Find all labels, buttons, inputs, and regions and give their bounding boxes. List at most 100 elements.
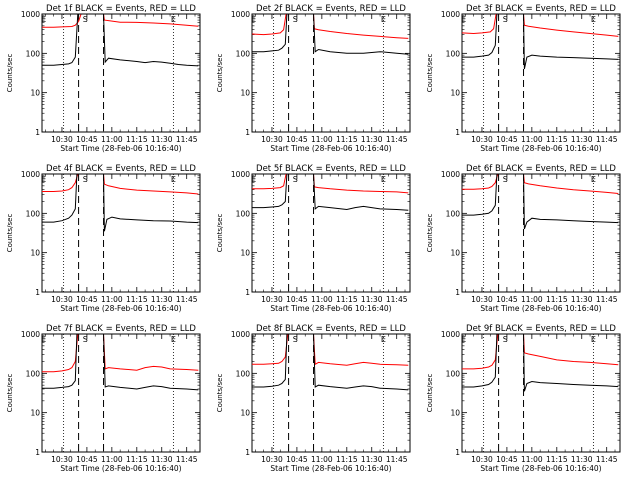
y-axis-label: Counts/sec — [426, 214, 434, 253]
chart-panel: Det 5f BLACK = Events, RED = LLD 1 10 100 10… — [216, 164, 411, 313]
x-axis-label: Start Time (28-Feb-06 10:16:40) — [270, 144, 391, 153]
y-tick-label: 10 — [450, 89, 460, 98]
y-tick-label: 100 — [236, 369, 251, 378]
event-marker-label: E — [461, 335, 466, 344]
x-tick-label: 11:45 — [596, 455, 618, 464]
series-group — [252, 174, 409, 211]
x-tick-label: 10:30 — [261, 135, 283, 144]
series-line-lld — [252, 334, 409, 366]
x-tick-label: 10:45 — [496, 135, 518, 144]
x-tick-label: 10:30 — [51, 295, 73, 304]
event-marker-label: E — [41, 335, 46, 344]
x-tick-label: 11:15 — [336, 455, 358, 464]
series-line-events — [42, 174, 199, 232]
y-axis-label: Counts/sec — [216, 374, 224, 413]
x-tick-label: 10:45 — [76, 295, 98, 304]
y-tick-label: 1000 — [21, 330, 40, 339]
y-tick-label: 1000 — [21, 10, 40, 19]
y-tick-label: 1 — [455, 128, 460, 137]
x-tick-label: 11:15 — [126, 455, 148, 464]
series-group — [462, 334, 619, 392]
x-axis-label: Start Time (28-Feb-06 10:16:40) — [480, 304, 601, 313]
event-marker-label: S — [293, 335, 298, 344]
x-tick-label: 11:00 — [521, 135, 543, 144]
y-tick-label: 100 — [236, 209, 251, 218]
x-tick-label: 10:45 — [76, 135, 98, 144]
y-tick-label: 100 — [26, 49, 41, 58]
chart-title: Det 8f BLACK = Events, RED = LLD — [256, 324, 406, 334]
plot-frame — [251, 173, 411, 293]
chart-panel: Det 2f BLACK = Events, RED = LLD 1 10 100 10… — [216, 4, 411, 153]
series-group — [42, 14, 199, 67]
x-tick-label: 11:45 — [596, 295, 618, 304]
event-marker-label: E — [251, 175, 256, 184]
series-line-lld — [462, 14, 619, 37]
y-axis-label: Counts/sec — [6, 214, 14, 253]
x-tick-label: 11:30 — [571, 295, 593, 304]
x-tick-label: 10:30 — [261, 455, 283, 464]
series-line-events — [252, 14, 409, 55]
chart-title: Det 5f BLACK = Events, RED = LLD — [256, 164, 406, 174]
chart-title: Det 9f BLACK = Events, RED = LLD — [466, 324, 616, 334]
plot-frame — [41, 333, 201, 453]
y-tick-label: 1000 — [231, 170, 250, 179]
y-tick-label: 1 — [455, 288, 460, 297]
series-line-lld — [42, 334, 199, 373]
y-tick-label: 10 — [240, 409, 250, 418]
event-marker-label: E — [171, 15, 176, 24]
x-tick-label: 10:45 — [76, 455, 98, 464]
x-tick-label: 11:15 — [546, 135, 568, 144]
x-tick-label: 11:30 — [571, 455, 593, 464]
chart-panel: Det 8f BLACK = Events, RED = LLD 1 10 100 10… — [216, 324, 411, 473]
y-tick-label: 1000 — [231, 10, 250, 19]
x-tick-label: 10:30 — [471, 455, 493, 464]
event-marker-label: S — [503, 15, 508, 24]
plot-frame — [251, 333, 411, 453]
chart-title: Det 6f BLACK = Events, RED = LLD — [466, 164, 616, 174]
series-group — [42, 334, 199, 391]
y-tick-label: 1 — [35, 128, 40, 137]
x-tick-label: 11:15 — [546, 295, 568, 304]
event-marker-label: E — [591, 15, 596, 24]
chart-panel: Det 9f BLACK = Events, RED = LLD 1 10 100 10… — [426, 324, 621, 473]
series-group — [42, 174, 199, 232]
y-tick-label: 100 — [446, 369, 461, 378]
event-marker-label: S — [83, 335, 88, 344]
x-tick-label: 11:30 — [361, 135, 383, 144]
x-tick-label: 10:30 — [471, 295, 493, 304]
series-line-events — [42, 334, 199, 391]
series-line-events — [42, 14, 199, 67]
y-tick-label: 1 — [35, 288, 40, 297]
x-tick-label: 11:30 — [571, 135, 593, 144]
x-axis-label: Start Time (28-Feb-06 10:16:40) — [60, 464, 181, 473]
x-tick-label: 10:45 — [496, 455, 518, 464]
event-marker-label: E — [591, 335, 596, 344]
plot-frame — [461, 173, 621, 293]
y-tick-label: 100 — [26, 369, 41, 378]
x-tick-label: 10:45 — [286, 455, 308, 464]
series-line-events — [462, 14, 619, 70]
x-tick-label: 11:00 — [101, 295, 123, 304]
y-axis-label: Counts/sec — [426, 374, 434, 413]
y-tick-label: 10 — [450, 249, 460, 258]
x-tick-label: 11:00 — [521, 295, 543, 304]
y-tick-label: 100 — [26, 209, 41, 218]
series-line-events — [462, 174, 619, 230]
x-tick-label: 11:15 — [336, 135, 358, 144]
series-group — [252, 334, 409, 391]
series-group — [462, 14, 619, 70]
chart-panel: Det 1f BLACK = Events, RED = LLD 1 10 100 10… — [6, 4, 201, 153]
y-tick-label: 10 — [450, 409, 460, 418]
plot-frame — [461, 333, 621, 453]
x-axis-label: Start Time (28-Feb-06 10:16:40) — [270, 304, 391, 313]
chart-title: Det 1f BLACK = Events, RED = LLD — [46, 4, 196, 14]
event-marker-label: E — [591, 175, 596, 184]
x-tick-label: 10:30 — [261, 295, 283, 304]
event-marker-label: E — [381, 15, 386, 24]
x-tick-label: 10:45 — [286, 135, 308, 144]
event-marker-label: S — [293, 15, 298, 24]
x-tick-label: 11:30 — [151, 135, 173, 144]
x-axis-label: Start Time (28-Feb-06 10:16:40) — [480, 464, 601, 473]
x-tick-label: 10:30 — [471, 135, 493, 144]
